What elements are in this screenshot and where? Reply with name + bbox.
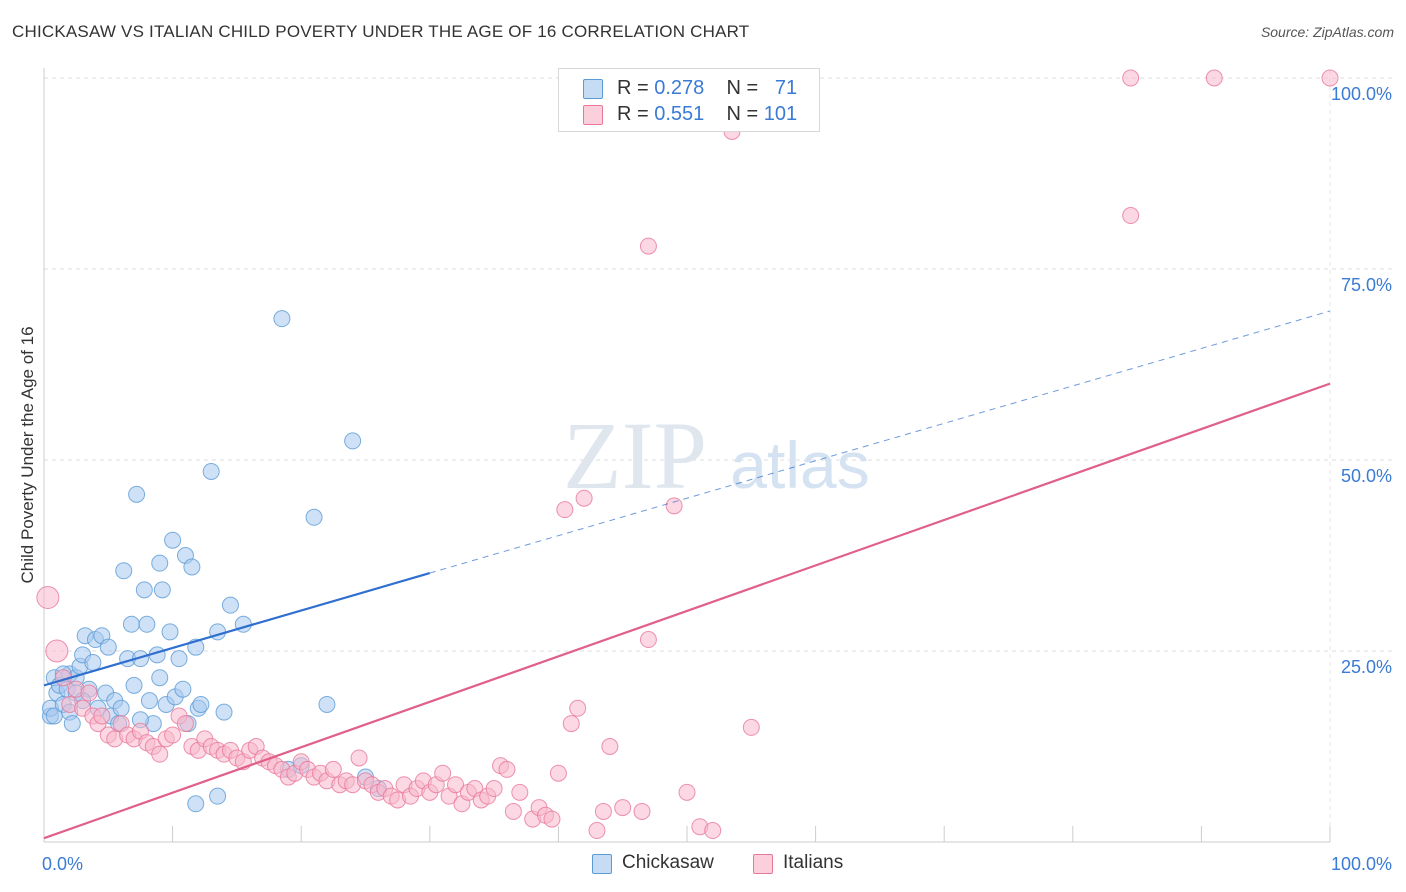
italians-point [45, 639, 69, 663]
chickasaw-point [122, 615, 140, 633]
legend-n-label: N = [726, 77, 759, 99]
chickasaw-point [164, 531, 182, 549]
chickasaw-point [174, 680, 192, 698]
chickasaw-point [209, 787, 227, 805]
italians-point [434, 764, 452, 782]
italians-point [36, 586, 60, 610]
bottom-legend-swatch-chickasaw [592, 854, 612, 874]
italians-point [633, 802, 651, 820]
legend-swatch-chickasaw [583, 79, 603, 99]
chickasaw-trend-line-dashed [429, 310, 1331, 574]
chickasaw-point [161, 623, 179, 641]
chickasaw-point [305, 508, 323, 526]
italians-point [324, 760, 342, 778]
chart-title: CHICKASAW VS ITALIAN CHILD POVERTY UNDER… [12, 22, 750, 41]
italians-point [543, 810, 561, 828]
chickasaw-point [115, 562, 133, 580]
italians-point [549, 764, 567, 782]
italians-point [1122, 207, 1140, 225]
italians-point [556, 501, 574, 519]
gridlines [44, 70, 1394, 842]
y-tick-label: 25.0% [1341, 657, 1392, 677]
bottom-legend-label: Italians [783, 852, 844, 873]
italians-point [80, 684, 98, 702]
italians-point [485, 780, 503, 798]
italians-point [447, 776, 465, 794]
italians-point [639, 631, 657, 649]
italians-point [151, 745, 169, 763]
italians-point [588, 822, 606, 840]
chickasaw-point [112, 699, 130, 717]
chickasaw-point [273, 310, 291, 328]
chickasaw-point [215, 703, 233, 721]
chickasaw-point [221, 596, 239, 614]
italians-point [164, 726, 182, 744]
legend-r-value: 0.278 [654, 77, 705, 99]
chickasaw-point [153, 581, 171, 599]
bottom-legend-swatch-italians [753, 854, 773, 874]
tick-labels: 25.0% 50.0% 75.0% 100.0% 0.0% 100.0% [42, 84, 1392, 874]
chickasaw-point [151, 669, 169, 687]
italians-point [504, 802, 522, 820]
italians-point [1205, 69, 1223, 87]
italians-point [1122, 69, 1140, 87]
chickasaw-point [135, 581, 153, 599]
source-label: Source: ZipAtlas.com [1260, 24, 1394, 40]
chickasaw-point [183, 558, 201, 576]
chickasaw-point [99, 638, 117, 656]
italians-point [498, 760, 516, 778]
y-tick-label: 100.0% [1331, 84, 1392, 104]
trend-lines [43, 310, 1331, 840]
legend-n-label: N = [726, 103, 759, 125]
legend-r-label: R = [617, 77, 649, 99]
chickasaw-point [125, 676, 143, 694]
italians-point [639, 237, 657, 255]
bottom-legend-label: Chickasaw [622, 852, 714, 873]
italians-point [176, 715, 194, 733]
stats-legend: R = 0.278 N = 71 R = 0.551 N = 101 [558, 68, 820, 132]
italians-point [1321, 69, 1339, 87]
chickasaw-point [140, 692, 158, 710]
chickasaw-point [128, 485, 146, 503]
italians-point [511, 783, 529, 801]
chickasaw-point [63, 715, 81, 733]
italians-point [562, 715, 580, 733]
italians-point [350, 749, 368, 767]
italians-point [594, 802, 612, 820]
italians-point [742, 718, 760, 736]
chickasaw-point [170, 650, 188, 668]
chickasaw-point [151, 554, 169, 572]
x-tick-label: 100.0% [1331, 854, 1392, 874]
legend-r-label: R = [617, 103, 649, 125]
italians-point [614, 799, 632, 817]
italians-point [678, 783, 696, 801]
legend-n-value: 101 [763, 103, 798, 125]
legend-r-value: 0.551 [654, 103, 705, 125]
italians-point [704, 822, 722, 840]
italians-trend-line [43, 382, 1331, 840]
chickasaw-trend-line [43, 572, 431, 687]
y-tick-label: 50.0% [1341, 466, 1392, 486]
chickasaw-point [344, 432, 362, 450]
italians-point [665, 497, 683, 515]
chickasaw-point [84, 653, 102, 671]
legend-n-value: 71 [774, 77, 798, 99]
legend-swatch-italians [583, 105, 603, 125]
x-tick-label: 0.0% [42, 854, 83, 874]
italians-point [575, 489, 593, 507]
italians-point [93, 707, 111, 725]
chickasaw-point [202, 462, 220, 480]
italians-point [601, 738, 619, 755]
chickasaw-point [318, 695, 336, 713]
chickasaw-point [192, 695, 210, 713]
chickasaw-point [138, 615, 156, 633]
chickasaw-point [187, 795, 205, 813]
y-tick-label: 75.0% [1341, 275, 1392, 295]
italians-point [569, 699, 587, 717]
